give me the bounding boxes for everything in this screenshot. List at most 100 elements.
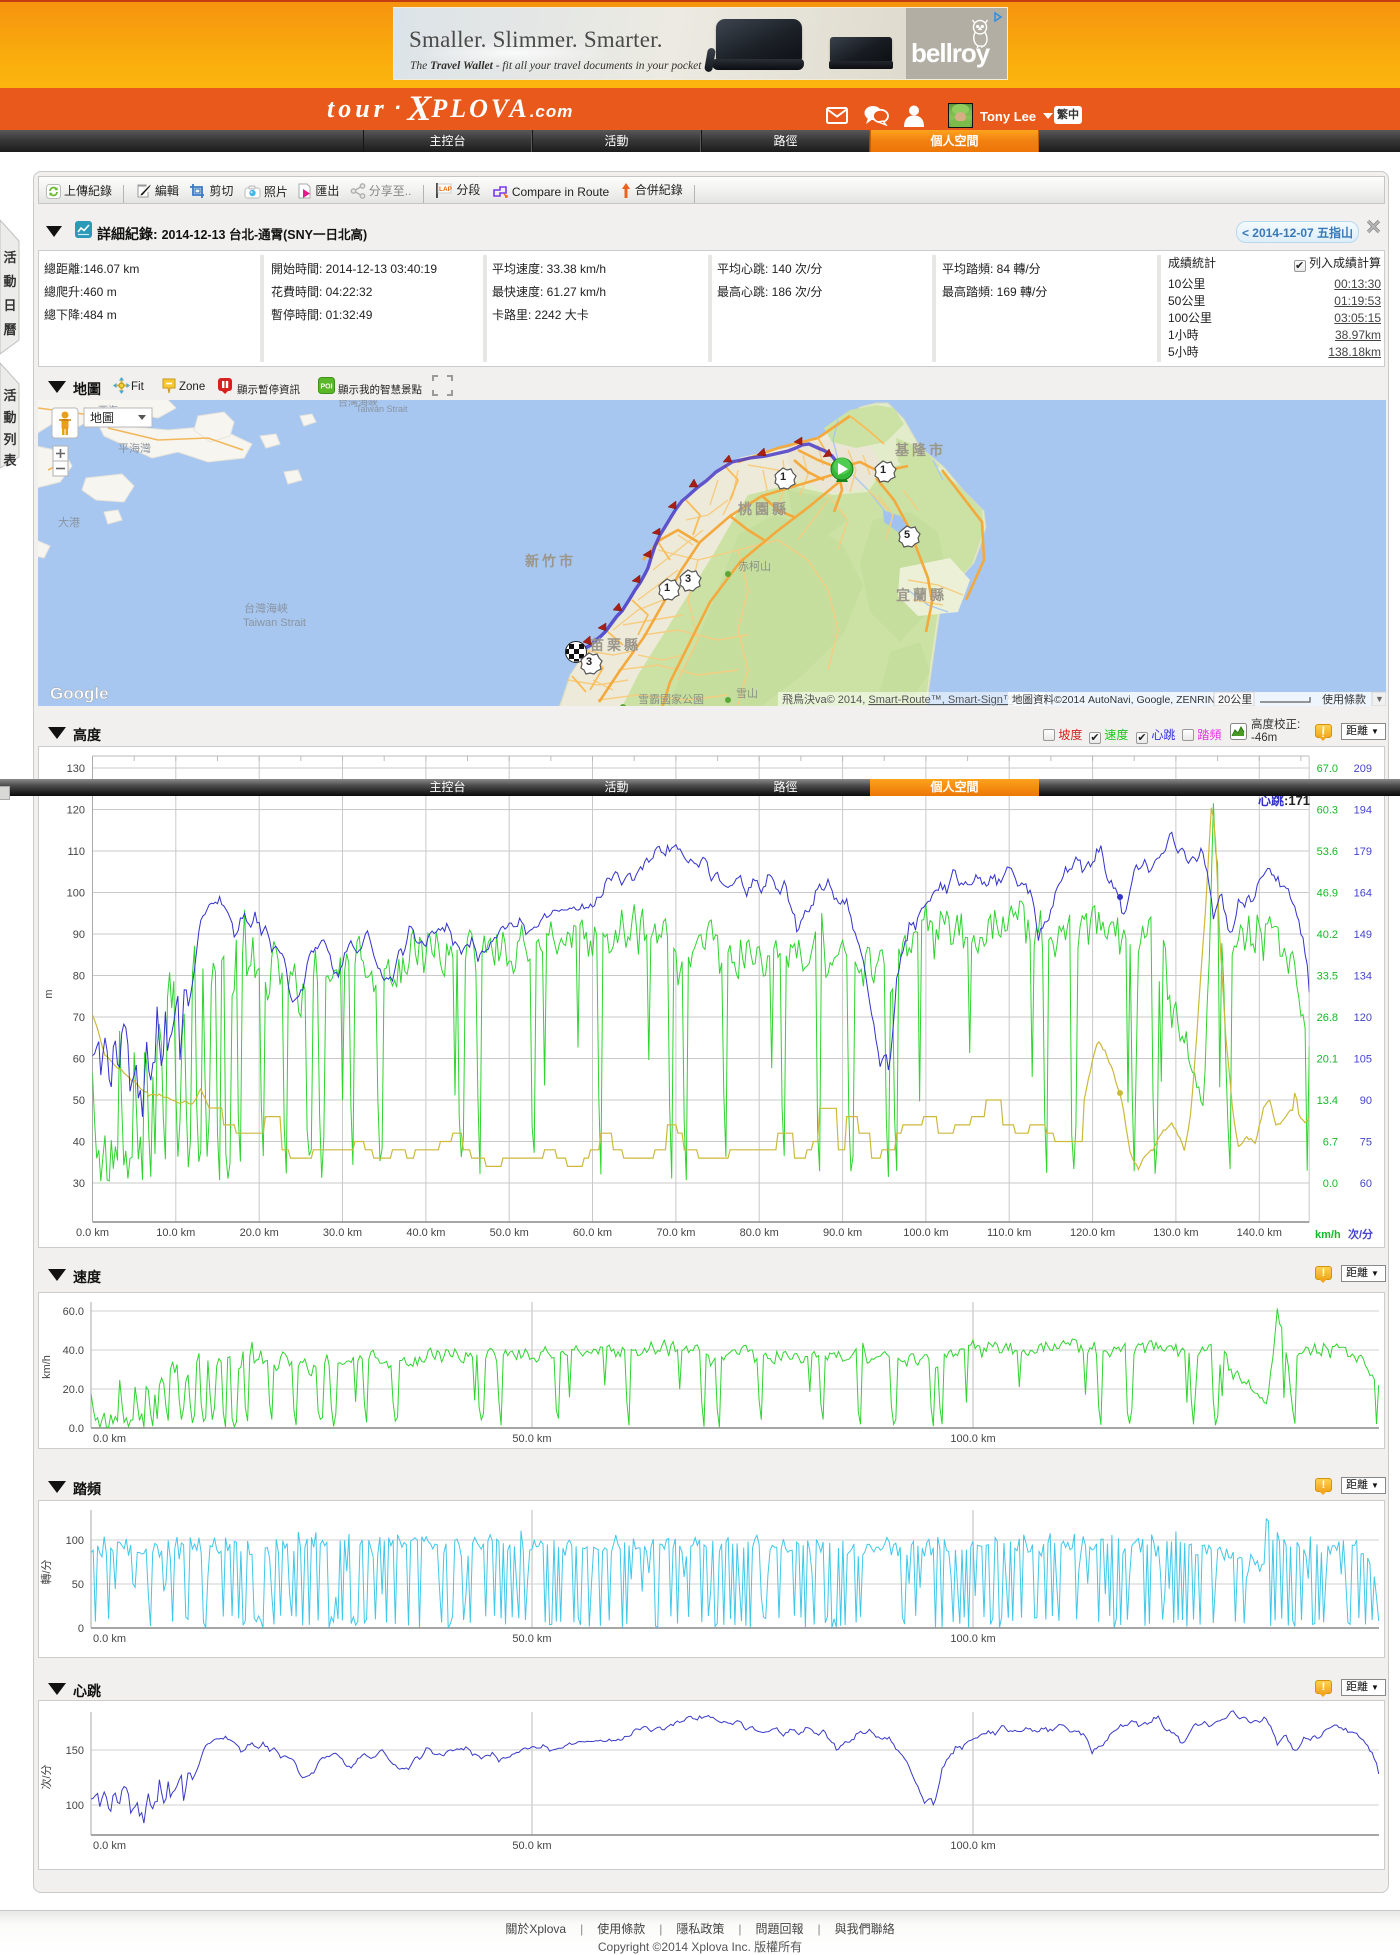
svg-text:雪霸國家公園: 雪霸國家公園 xyxy=(638,692,704,706)
svg-text:動: 動 xyxy=(3,274,16,289)
svg-text:▼: ▼ xyxy=(1375,694,1384,704)
svg-text:100: 100 xyxy=(67,888,85,900)
svg-text:1: 1 xyxy=(780,471,786,483)
svg-text:80: 80 xyxy=(73,971,85,983)
svg-text:80.0 km: 80.0 km xyxy=(740,1227,779,1239)
svg-text:地圖資料©2014 AutoNavi, Google, ZE: 地圖資料©2014 AutoNavi, Google, ZENRIN xyxy=(1012,693,1215,706)
svg-text:70: 70 xyxy=(73,1012,85,1024)
svg-text:新竹市: 新竹市 xyxy=(525,553,576,569)
svg-text:活: 活 xyxy=(3,250,16,265)
svg-text:3: 3 xyxy=(586,656,592,668)
svg-text:120: 120 xyxy=(67,805,85,817)
svg-text:台灣海峽: 台灣海峽 xyxy=(338,400,378,409)
svg-text:0.0: 0.0 xyxy=(69,1423,84,1435)
svg-text:表: 表 xyxy=(2,453,17,468)
svg-text:0.0 km: 0.0 km xyxy=(93,1840,126,1852)
svg-text:6.7: 6.7 xyxy=(1323,1137,1338,1149)
svg-text:60.0 km: 60.0 km xyxy=(573,1227,612,1239)
svg-text:雪山: 雪山 xyxy=(736,687,758,700)
svg-text:50.0 km: 50.0 km xyxy=(512,1433,551,1445)
svg-text:130.0 km: 130.0 km xyxy=(1153,1227,1198,1239)
svg-text:10.0 km: 10.0 km xyxy=(156,1227,195,1239)
svg-text:90.0 km: 90.0 km xyxy=(823,1227,862,1239)
svg-text:3: 3 xyxy=(685,573,691,585)
svg-text:140.0 km: 140.0 km xyxy=(1237,1227,1282,1239)
svg-text:0.0 km: 0.0 km xyxy=(93,1433,126,1445)
svg-text:33.5: 33.5 xyxy=(1317,971,1338,983)
svg-text:列: 列 xyxy=(3,432,16,447)
svg-text:20.1: 20.1 xyxy=(1317,1054,1338,1066)
svg-text:26.8: 26.8 xyxy=(1317,1012,1338,1024)
svg-text:桃園縣: 桃園縣 xyxy=(738,501,789,517)
svg-text:120: 120 xyxy=(1354,1012,1372,1024)
svg-text:50: 50 xyxy=(72,1579,84,1591)
svg-text:次/分: 次/分 xyxy=(1348,1227,1373,1241)
svg-text:0.0: 0.0 xyxy=(1323,1178,1338,1190)
svg-text:!: ! xyxy=(1321,729,1324,740)
svg-text:40: 40 xyxy=(73,1137,85,1149)
svg-text:40.0 km: 40.0 km xyxy=(406,1227,445,1239)
svg-text:70.0 km: 70.0 km xyxy=(656,1227,695,1239)
svg-text:動: 動 xyxy=(3,410,16,425)
svg-text:活: 活 xyxy=(3,388,16,403)
svg-text:179: 179 xyxy=(1354,846,1372,858)
svg-text:110.0 km: 110.0 km xyxy=(987,1227,1031,1239)
svg-text:53.6: 53.6 xyxy=(1317,846,1338,858)
svg-text:75: 75 xyxy=(1360,1137,1372,1149)
svg-text:30.0 km: 30.0 km xyxy=(323,1227,362,1239)
svg-text:100.0 km: 100.0 km xyxy=(950,1840,995,1852)
svg-text:台灣海峽: 台灣海峽 xyxy=(244,601,288,615)
svg-text:90: 90 xyxy=(1360,1095,1372,1107)
svg-text:100.0 km: 100.0 km xyxy=(950,1633,995,1645)
svg-text:Taiwan Strait: Taiwan Strait xyxy=(356,404,408,414)
svg-text:20.0: 20.0 xyxy=(63,1384,84,1396)
svg-text:40.2: 40.2 xyxy=(1317,929,1338,941)
svg-text:赤柯山: 赤柯山 xyxy=(738,560,771,573)
svg-text:使用條款: 使用條款 xyxy=(1322,692,1366,706)
svg-text:Google: Google xyxy=(50,684,109,703)
svg-text:100.0 km: 100.0 km xyxy=(950,1433,995,1445)
svg-text:1: 1 xyxy=(880,464,886,476)
svg-text:105: 105 xyxy=(1354,1054,1372,1066)
svg-text:心跳:171: 心跳:171 xyxy=(1258,793,1310,808)
svg-text:20公里: 20公里 xyxy=(1218,693,1252,706)
svg-text:0.0 km: 0.0 km xyxy=(76,1227,109,1239)
svg-text:60: 60 xyxy=(1360,1178,1372,1190)
svg-text:km/h: km/h xyxy=(1315,1229,1341,1241)
svg-text:POI: POI xyxy=(320,384,332,391)
svg-text:110: 110 xyxy=(67,846,85,858)
svg-text:60: 60 xyxy=(73,1054,85,1066)
svg-text:150: 150 xyxy=(66,1745,84,1757)
svg-text:m: m xyxy=(43,989,55,998)
svg-text:平海灣: 平海灣 xyxy=(118,441,151,455)
svg-text:苗栗縣: 苗栗縣 xyxy=(590,637,641,653)
svg-text:134: 134 xyxy=(1354,971,1372,983)
svg-text:50.0 km: 50.0 km xyxy=(512,1633,551,1645)
svg-text:飛鳥決va© 2014, Smart-Route™, Sma: 飛鳥決va© 2014, Smart-Route™, Smart-Sign™ xyxy=(782,692,1014,706)
svg-text:0: 0 xyxy=(78,1623,84,1635)
svg-text:5: 5 xyxy=(904,529,910,541)
svg-text:日: 日 xyxy=(3,298,16,313)
svg-text:100.0 km: 100.0 km xyxy=(903,1227,948,1239)
svg-text:地圖: 地圖 xyxy=(90,411,114,425)
svg-text:基隆市: 基隆市 xyxy=(895,442,946,458)
svg-text:67.0: 67.0 xyxy=(1317,763,1338,775)
svg-text:0.0 km: 0.0 km xyxy=(93,1633,126,1645)
svg-text:Taiwan Strait: Taiwan Strait xyxy=(243,617,306,629)
svg-text:50.0 km: 50.0 km xyxy=(512,1840,551,1852)
svg-text:60.3: 60.3 xyxy=(1317,805,1338,817)
svg-text:120.0 km: 120.0 km xyxy=(1070,1227,1115,1239)
svg-text:100: 100 xyxy=(66,1800,84,1812)
svg-text:60.0: 60.0 xyxy=(63,1306,84,1318)
svg-text:1: 1 xyxy=(664,582,670,594)
svg-text:大港: 大港 xyxy=(58,515,80,529)
svg-text:130: 130 xyxy=(67,763,85,775)
svg-text:次/分: 次/分 xyxy=(39,1764,53,1789)
svg-text:13.4: 13.4 xyxy=(1317,1095,1338,1107)
svg-text:100: 100 xyxy=(66,1535,84,1547)
svg-text:曆: 曆 xyxy=(3,322,16,337)
svg-text:90: 90 xyxy=(73,929,85,941)
svg-text:50.0 km: 50.0 km xyxy=(490,1227,529,1239)
svg-text:40.0: 40.0 xyxy=(63,1345,84,1357)
svg-text:30: 30 xyxy=(73,1178,85,1190)
